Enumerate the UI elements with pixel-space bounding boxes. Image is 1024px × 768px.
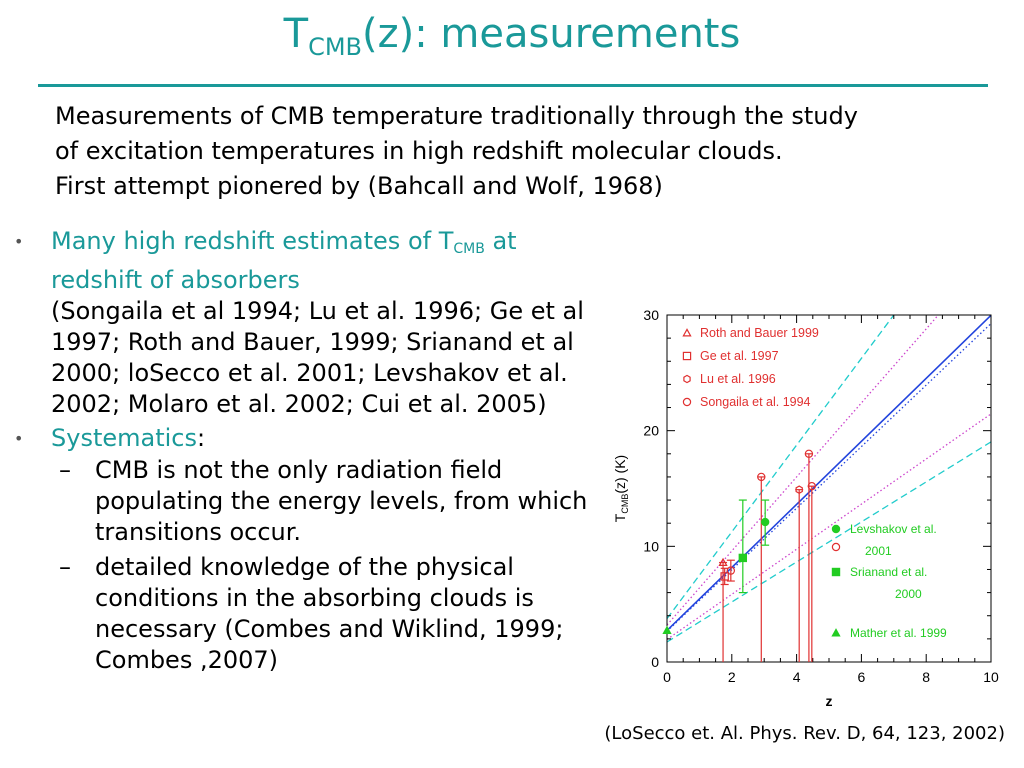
intro-paragraph: Measurements of CMB temperature traditio… — [55, 99, 985, 204]
triangle-marker — [662, 625, 672, 634]
bullet-heading: Many high redshift estimates of TCMB at … — [51, 227, 517, 294]
data-point — [720, 567, 729, 586]
legend-label: Mather et al. 1999 — [850, 626, 947, 640]
circle-marker — [807, 481, 817, 491]
square-marker — [831, 567, 841, 577]
citation: (LoSecco et. Al. Phys. Rev. D, 64, 123, … — [604, 723, 1005, 744]
sub-bullet-text: CMB is not the only radiation field popu… — [95, 456, 588, 546]
data-point — [662, 625, 672, 634]
bullet-colon: : — [196, 424, 206, 452]
legend-label: Lu et al. 1996 — [700, 372, 776, 386]
sub-bullet-item: – detailed knowledge of the physical con… — [14, 552, 604, 676]
data-points — [662, 449, 817, 662]
legend-entry: Mather et al. 1999 — [831, 626, 947, 640]
legend-entry: Levshakov et al. 2001 — [831, 522, 937, 558]
legend-label-line2: 2001 — [865, 544, 892, 558]
square-marker — [720, 572, 729, 581]
intro-line: Measurements of CMB temperature traditio… — [55, 102, 858, 130]
square-marker — [682, 351, 692, 361]
legend-label: Srianand et al. — [850, 565, 927, 579]
y-tick-label: 30 — [643, 307, 659, 323]
x-tick-label: 6 — [858, 669, 866, 685]
triangle-marker — [718, 557, 728, 567]
x-tick-label: 0 — [663, 669, 671, 685]
circle-marker — [831, 524, 841, 534]
title-main: T — [283, 11, 309, 57]
legend-entry: Ge et al. 1997 — [682, 349, 779, 363]
title-divider — [38, 84, 988, 87]
legend-label: Ge et al. 1997 — [700, 349, 779, 363]
chart-legend: Roth and Bauer 1999 Ge et al. 1997 Lu et a… — [682, 326, 947, 640]
intro-line: of excitation temperatures in high redsh… — [55, 137, 783, 165]
title-subscript: CMB — [308, 33, 363, 61]
x-tick-label: 4 — [793, 669, 801, 685]
intro-line: First attempt pionered by (Bahcall and W… — [55, 172, 663, 200]
data-point — [718, 557, 728, 662]
bullet-item: • Many high redshift estimates of TCMB a… — [14, 226, 604, 420]
circle-marker — [682, 397, 692, 407]
title-rest: (z): measurements — [362, 11, 741, 57]
bullet-heading-text-end: at redshift of absorbers — [51, 227, 517, 294]
y-tick-label: 10 — [643, 538, 659, 554]
dash-glyph: – — [59, 553, 71, 581]
hexagon-marker — [683, 374, 691, 384]
y-tick-label: 20 — [643, 423, 659, 439]
legend-entry: Lu et al. 1996 — [683, 372, 776, 386]
x-tick-label: 2 — [728, 669, 736, 685]
y-axis-label-rest: (z) (K) — [612, 455, 628, 494]
data-point — [795, 485, 804, 662]
tcmb-redshift-chart: 0 2 4 6 8 10 0 10 20 30 z TCMB(z) (K) Roth and Baue… — [612, 307, 999, 709]
sub-bullet-text: detailed knowledge of the physical condi… — [95, 553, 564, 674]
circle-marker — [831, 542, 841, 552]
x-axis-label: z — [826, 693, 833, 709]
bullet-list: • Many high redshift estimates of TCMB a… — [14, 226, 604, 676]
sub-bullet-item: – CMB is not the only radiation field po… — [14, 455, 604, 548]
fit-line-dotted — [667, 323, 991, 632]
data-point — [726, 559, 736, 582]
legend-entry: Srianand et al. 2000 — [831, 565, 927, 601]
bullet-glyph: • — [14, 429, 24, 448]
data-point — [738, 499, 748, 594]
square-marker — [738, 553, 748, 563]
bullet-glyph: • — [14, 232, 24, 251]
data-point — [757, 472, 766, 662]
bullet-heading: Systematics — [51, 424, 197, 452]
legend-label: Roth and Bauer 1999 — [700, 326, 819, 340]
slide-title: TCMB(z): measurements — [0, 14, 1024, 59]
hexagon-marker — [795, 485, 803, 494]
fit-line-dotted — [667, 413, 991, 640]
chart-axes: 0 2 4 6 8 10 0 10 20 30 z TCMB(z) (K) — [612, 307, 999, 709]
dash-glyph: – — [59, 456, 71, 484]
fit-line-dashed — [667, 441, 991, 643]
legend-entry: Songaila et al. 1994 — [682, 395, 811, 409]
bullet-references: (Songaila et al 1994; Lu et al. 1996; Ge… — [51, 297, 584, 418]
circle-marker — [726, 566, 736, 575]
data-point — [807, 481, 817, 662]
triangle-marker — [682, 328, 692, 337]
y-axis-label: TCMB(z) (K) — [612, 455, 630, 522]
plot-frame — [666, 314, 992, 663]
legend-label-line2: 2000 — [895, 587, 922, 601]
y-axis-label-main: T — [612, 513, 628, 522]
legend-label: Songaila et al. 1994 — [700, 395, 811, 409]
y-tick-label: 0 — [651, 654, 659, 670]
fit-line-dashed — [667, 315, 895, 620]
x-tick-label: 8 — [922, 669, 930, 685]
circle-marker — [804, 449, 814, 458]
y-axis-label-sub: CMB — [620, 494, 630, 514]
bullet-heading-subscript: CMB — [453, 241, 485, 257]
data-point — [760, 499, 770, 546]
x-tick-label: 10 — [983, 669, 999, 685]
circle-marker — [760, 517, 770, 527]
circle-marker — [757, 472, 766, 482]
bullet-item: • Systematics: — [14, 423, 604, 454]
bullet-heading-text: Many high redshift estimates of T — [51, 227, 454, 255]
legend-label: Levshakov et al. — [850, 522, 937, 536]
legend-entry: Roth and Bauer 1999 — [682, 326, 819, 340]
triangle-marker — [831, 628, 841, 637]
